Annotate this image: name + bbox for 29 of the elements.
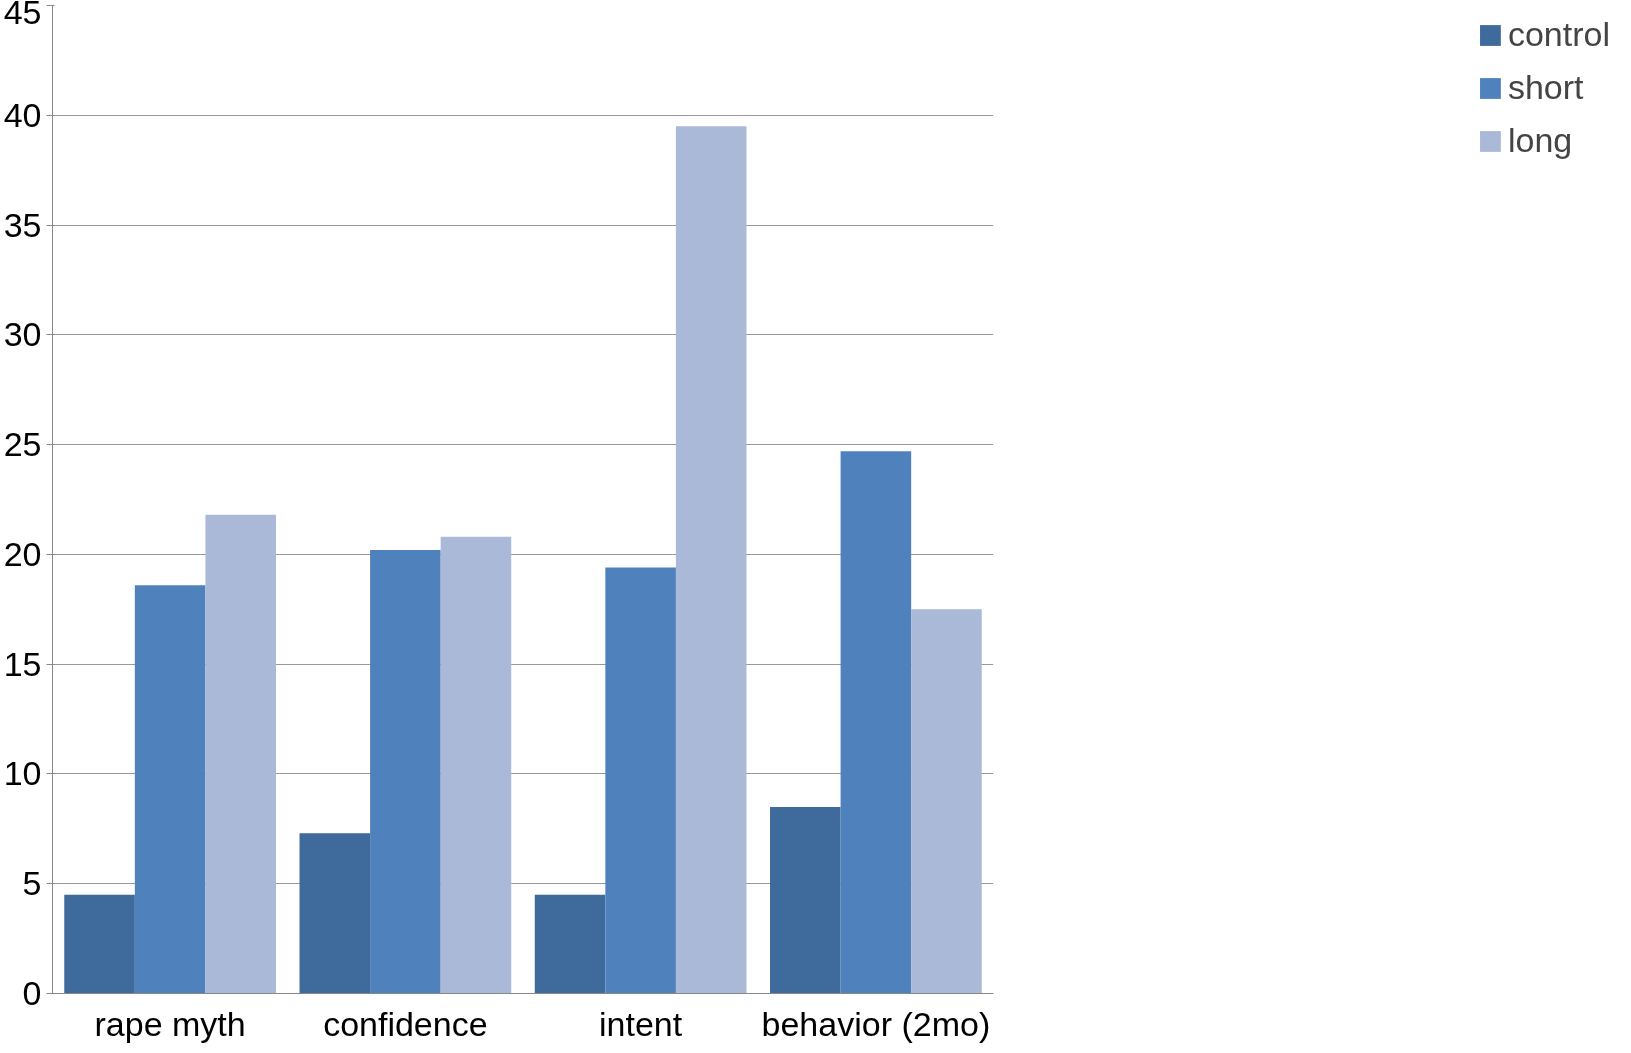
y-tick-label: 30 <box>3 315 42 354</box>
x-tick-label: confidence <box>323 1004 488 1043</box>
bar <box>911 609 982 994</box>
bar <box>534 894 606 994</box>
bar <box>205 514 276 994</box>
y-tick-label: 45 <box>3 0 42 31</box>
legend-label: short <box>1507 68 1584 107</box>
y-tick-label: 40 <box>3 95 42 134</box>
y-tick-label: 5 <box>22 864 42 903</box>
x-tick-label: intent <box>599 1004 683 1043</box>
y-tick-label: 10 <box>3 754 42 793</box>
y-tick-label: 20 <box>3 534 42 573</box>
bar <box>440 536 512 994</box>
y-tick-label: 25 <box>3 425 42 464</box>
x-tick-label: behavior (2mo) <box>761 1004 991 1043</box>
legend-label: long <box>1507 121 1573 160</box>
bar <box>299 833 371 994</box>
bar <box>370 550 441 994</box>
bar <box>770 806 841 994</box>
y-tick-label: 35 <box>3 205 42 244</box>
bar <box>134 585 206 994</box>
bar <box>675 126 747 994</box>
legend-label: control <box>1507 15 1610 54</box>
y-tick-label: 0 <box>22 974 42 1012</box>
bar <box>605 567 676 994</box>
bar <box>840 451 912 994</box>
x-tick-label: rape myth <box>94 1004 246 1043</box>
bar <box>64 894 135 994</box>
y-tick-label: 15 <box>3 644 42 683</box>
